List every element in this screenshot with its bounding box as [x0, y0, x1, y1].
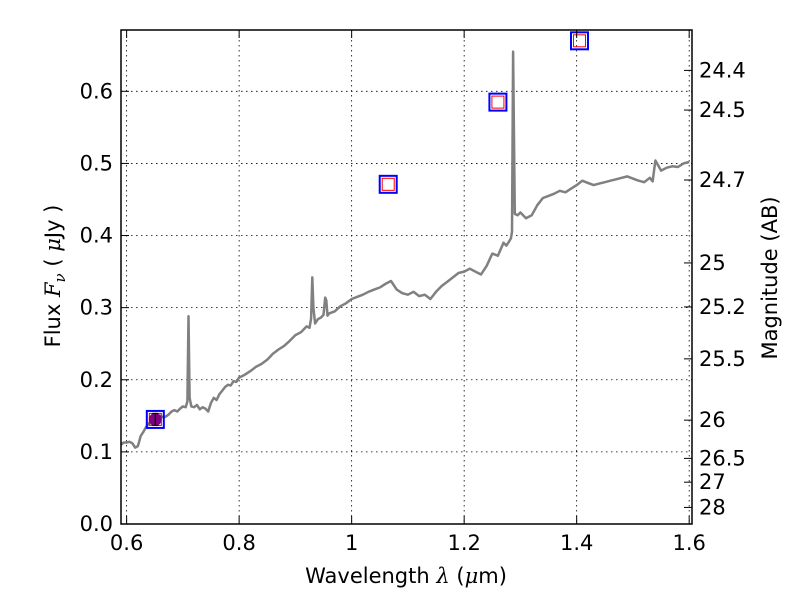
x-axis-label-unit-rest: m)	[478, 564, 507, 588]
y-axis-label-symbol: F	[41, 281, 65, 298]
model-square-inner	[491, 95, 505, 109]
y-tick-label: 0.2	[80, 368, 113, 392]
x-axis-label-symbol: λ	[435, 564, 449, 588]
x-tick-label: 1	[345, 531, 358, 555]
photometry-point	[145, 409, 165, 429]
photometry-square-outer	[145, 409, 165, 429]
photometry-point	[378, 174, 398, 194]
y-tick-label: 0.5	[80, 151, 113, 175]
y-axis-label-unit-mu: μ	[41, 238, 65, 252]
y2-tick-label: 24.4	[699, 58, 746, 82]
x-axis-label-text: Wavelength	[305, 564, 430, 588]
y-tick-label: 0.6	[80, 79, 113, 103]
x-tick-label: 1.6	[672, 531, 705, 555]
x-axis-label-unit-mu: μ	[465, 564, 479, 588]
model-square-inner	[381, 177, 395, 191]
y2-tick-label: 27	[699, 470, 726, 494]
photometry-square-outer	[488, 92, 508, 112]
spectrum-series	[120, 50, 690, 449]
y-axis-label-subscript: ν	[51, 273, 69, 282]
y2-tick-label: 24.7	[699, 168, 746, 192]
axis-ticks: 0.6 0.8 1 1.2 1.4 1.6 0.0 0.1 0.2 0.3 0.4 0.5 0.6 24.…	[80, 30, 746, 555]
grid	[121, 30, 692, 525]
x-axis-label-unit-open: (	[456, 564, 464, 588]
y2-tick-label: 25.5	[699, 347, 746, 371]
plot-frame	[120, 29, 693, 525]
y-axis-label-unit-open: (	[41, 258, 65, 266]
y-axis-label-text: Flux	[41, 304, 65, 348]
y2-tick-label: 24.5	[699, 98, 746, 122]
photometry-square-outer	[378, 174, 398, 194]
model-square-inner	[572, 34, 586, 48]
y-tick-label: 0.4	[80, 224, 113, 248]
photometry-square-outer	[569, 31, 589, 51]
y2-tick-label: 26.5	[699, 446, 746, 470]
x-tick-label: 0.6	[110, 531, 143, 555]
spectrum-line	[120, 50, 690, 449]
y2-axis-label: Magnitude (AB)	[758, 196, 782, 359]
y2-tick-label: 25.2	[699, 295, 746, 319]
y-tick-label: 0.1	[80, 440, 113, 464]
y2-tick-label: 26	[699, 408, 726, 432]
x-axis-label: Wavelength λ (μm)	[305, 564, 507, 588]
y-tick-label: 0.3	[80, 296, 113, 320]
photometry-series	[145, 31, 589, 429]
y-axis-label-unit-rest: Jy )	[41, 205, 65, 241]
x-tick-label: 1.2	[447, 531, 480, 555]
y-axis-label: Flux Fν ( μJy )	[41, 205, 69, 348]
x-tick-label: 1.4	[560, 531, 593, 555]
photometry-point	[569, 31, 589, 51]
x-tick-label: 0.8	[222, 531, 255, 555]
y2-tick-label: 25	[699, 251, 726, 275]
y2-tick-label: 28	[699, 495, 726, 519]
photometry-point	[488, 92, 508, 112]
y-tick-label: 0.0	[80, 512, 113, 536]
